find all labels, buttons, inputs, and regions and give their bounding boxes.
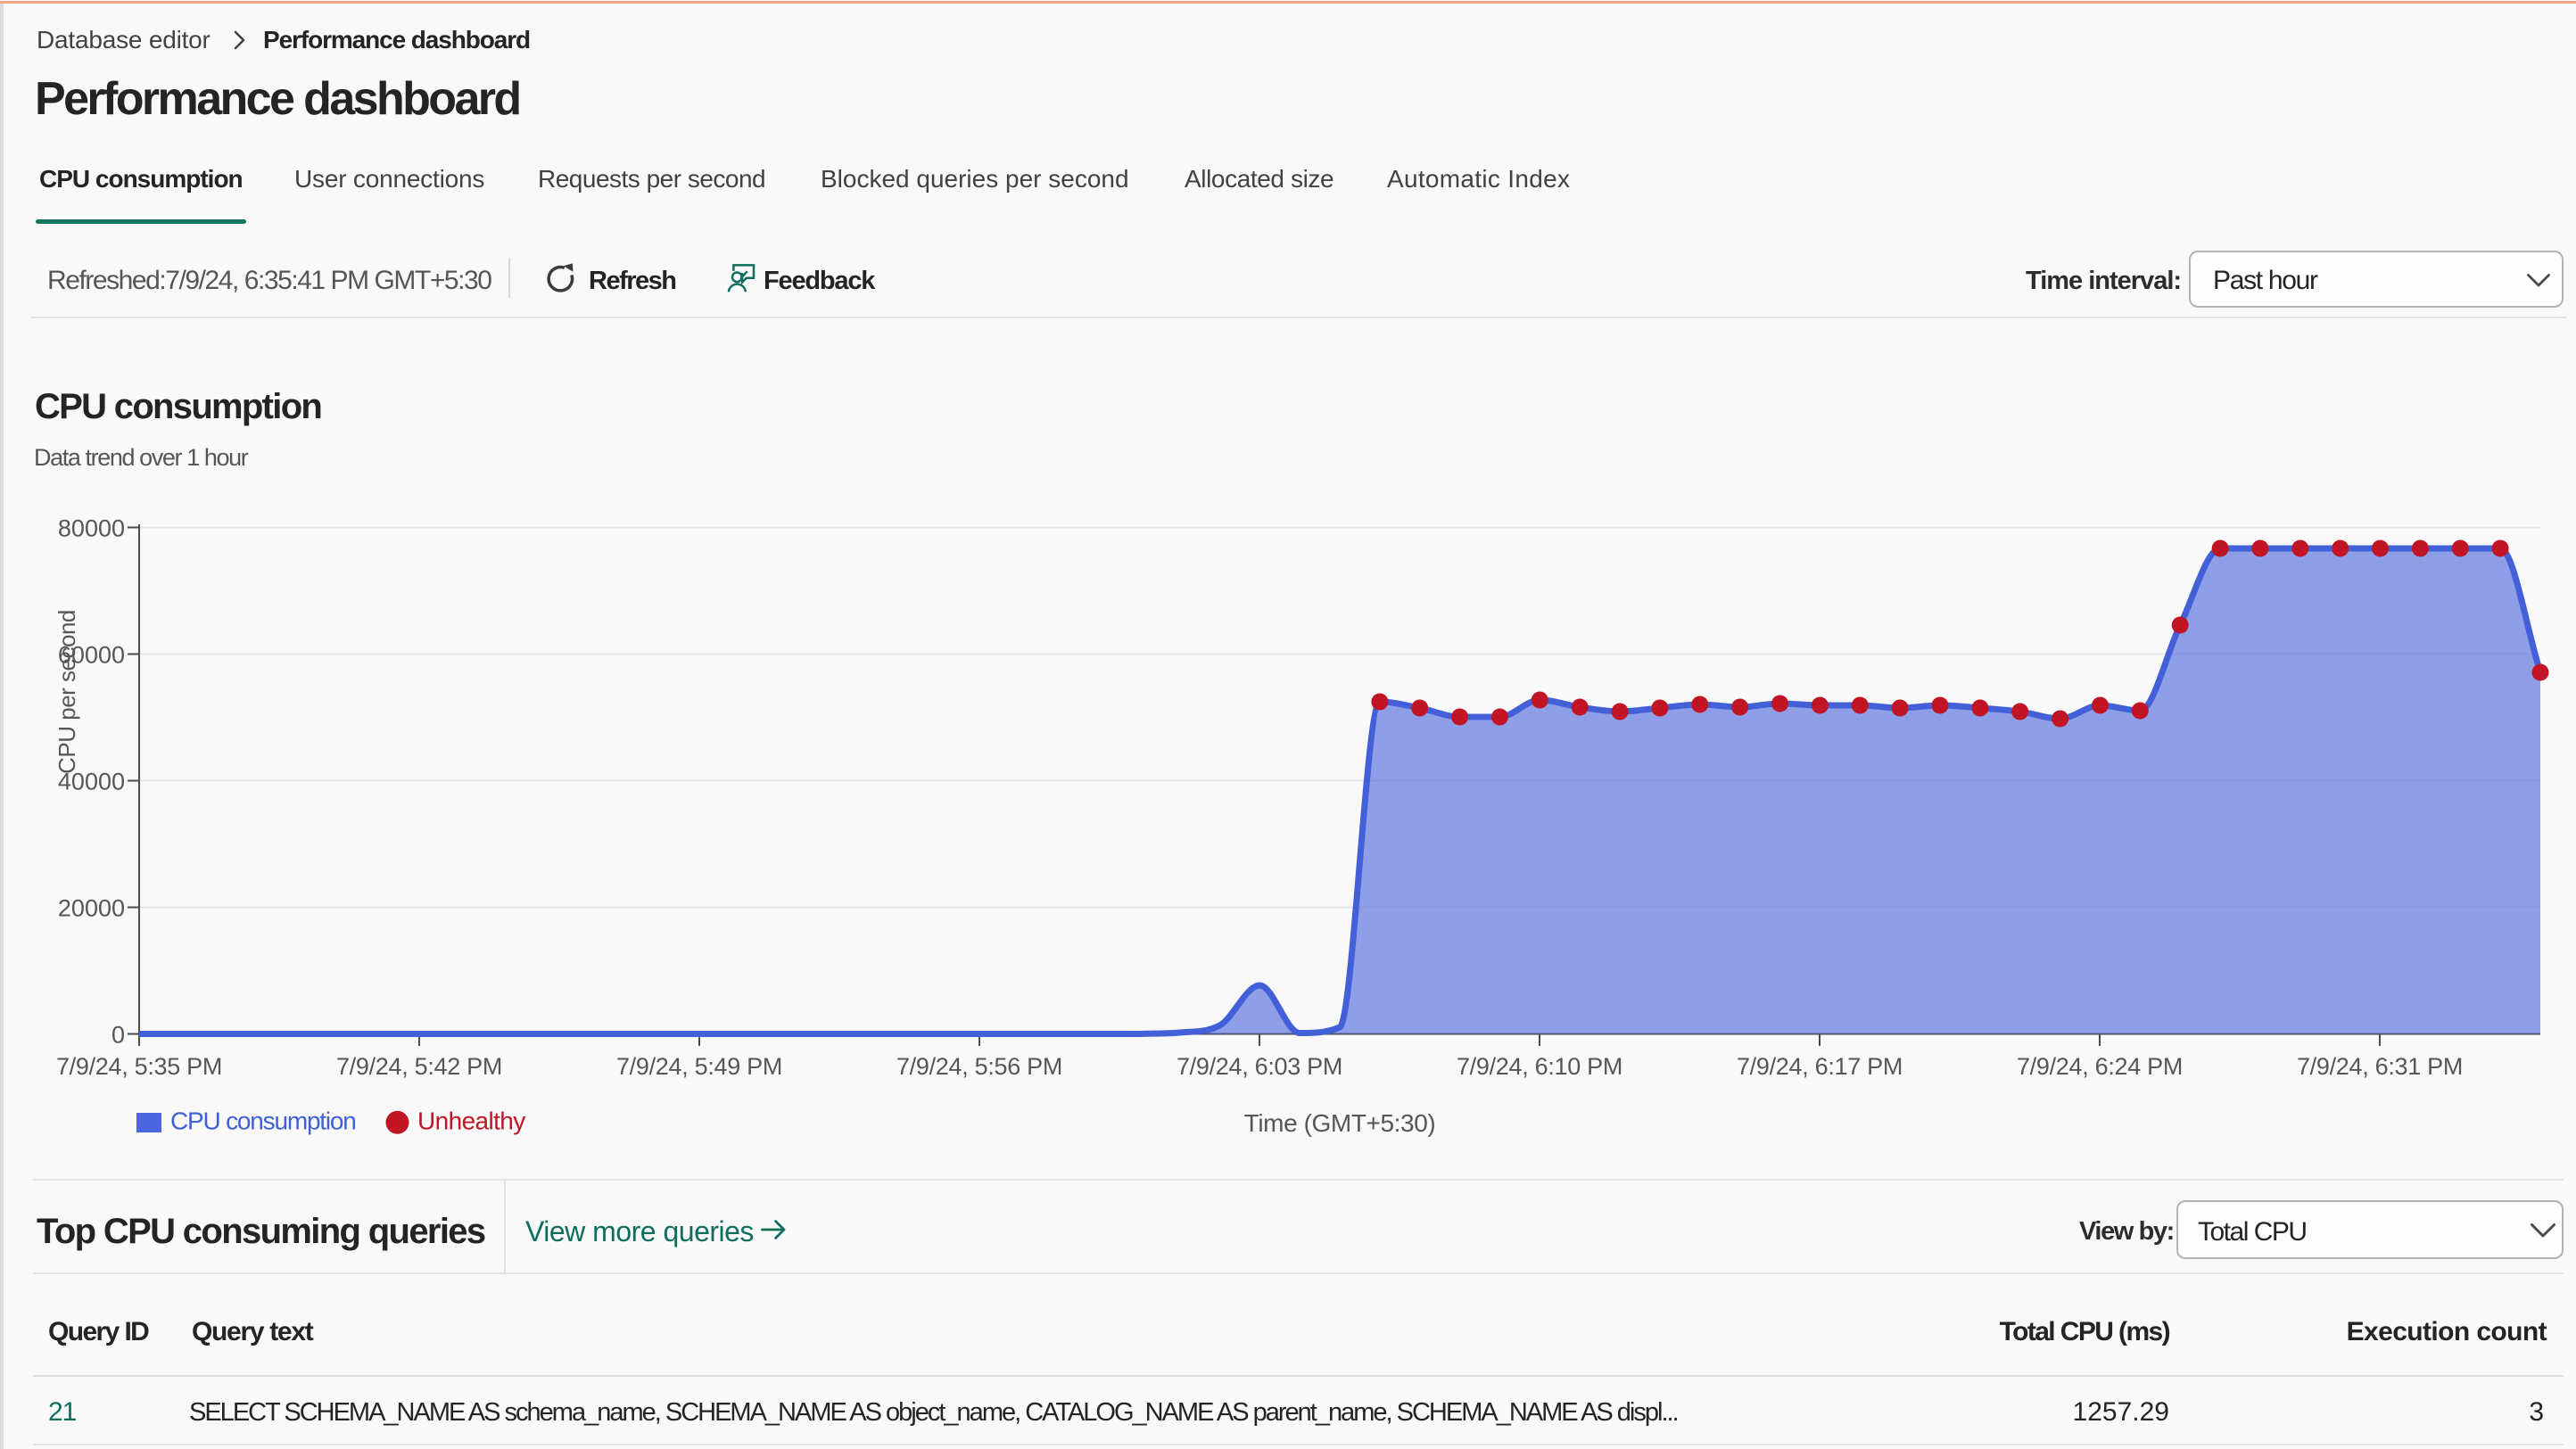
svg-text:Unhealthy: Unhealthy: [417, 1107, 525, 1135]
svg-text:7/9/24, 6:17 PM: 7/9/24, 6:17 PM: [1737, 1053, 1903, 1080]
svg-text:40000: 40000: [58, 769, 125, 795]
svg-text:7/9/24, 6:24 PM: 7/9/24, 6:24 PM: [2017, 1053, 2183, 1080]
svg-text:0: 0: [111, 1022, 125, 1049]
svg-text:7/9/24, 6:10 PM: 7/9/24, 6:10 PM: [1457, 1053, 1622, 1080]
svg-text:CPU consumption: CPU consumption: [170, 1107, 356, 1135]
svg-text:CPU per second: CPU per second: [54, 610, 80, 774]
svg-text:80000: 80000: [58, 515, 125, 542]
svg-text:7/9/24, 5:49 PM: 7/9/24, 5:49 PM: [616, 1053, 782, 1080]
svg-text:7/9/24, 6:03 PM: 7/9/24, 6:03 PM: [1177, 1053, 1342, 1080]
svg-text:7/9/24, 5:35 PM: 7/9/24, 5:35 PM: [56, 1053, 222, 1080]
svg-text:7/9/24, 6:31 PM: 7/9/24, 6:31 PM: [2297, 1053, 2463, 1080]
svg-text:Time (GMT+5:30): Time (GMT+5:30): [1244, 1109, 1436, 1137]
svg-text:7/9/24, 5:42 PM: 7/9/24, 5:42 PM: [336, 1053, 502, 1080]
svg-text:20000: 20000: [58, 895, 125, 922]
svg-text:7/9/24, 5:56 PM: 7/9/24, 5:56 PM: [896, 1053, 1062, 1080]
svg-text:60000: 60000: [58, 642, 125, 669]
